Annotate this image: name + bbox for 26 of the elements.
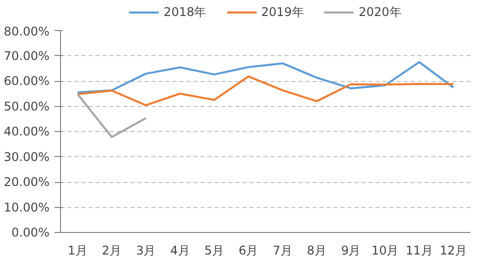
line-series [76, 75, 454, 106]
y-tick-label: 50.00% [4, 99, 50, 114]
x-tick-label: 5月 [204, 244, 224, 258]
y-tick-label: 0.00% [11, 226, 50, 240]
y-tick-label: 30.00% [4, 150, 50, 164]
x-tick-label: 11月 [406, 244, 433, 258]
legend-label: 2018年 [164, 4, 206, 20]
y-tick-label: 60.00% [4, 74, 50, 88]
x-tick-label: 6月 [238, 244, 258, 258]
x-tick-label: 10月 [371, 244, 399, 258]
x-tick-label: 2月 [102, 244, 122, 258]
legend-label: 2019年 [261, 4, 304, 20]
y-tick-label: 20.00% [4, 175, 50, 189]
x-tick-label: 7月 [272, 244, 292, 258]
y-tick-label: 10.00% [4, 200, 50, 214]
x-tick-label: 3月 [136, 244, 156, 258]
line-series [76, 61, 454, 94]
x-tick-label: 8月 [306, 244, 327, 258]
y-tick-label: 80.00% [4, 24, 50, 38]
x-tick-label: 12月 [440, 244, 468, 258]
y-tick-label: 70.00% [4, 48, 50, 63]
y-tick-label: 40.00% [4, 124, 50, 138]
x-tick-label: 9月 [341, 244, 361, 258]
x-tick-label: 4月 [170, 244, 190, 258]
legend-label: 2020年 [358, 4, 402, 20]
x-tick-label: 1月 [68, 244, 88, 258]
